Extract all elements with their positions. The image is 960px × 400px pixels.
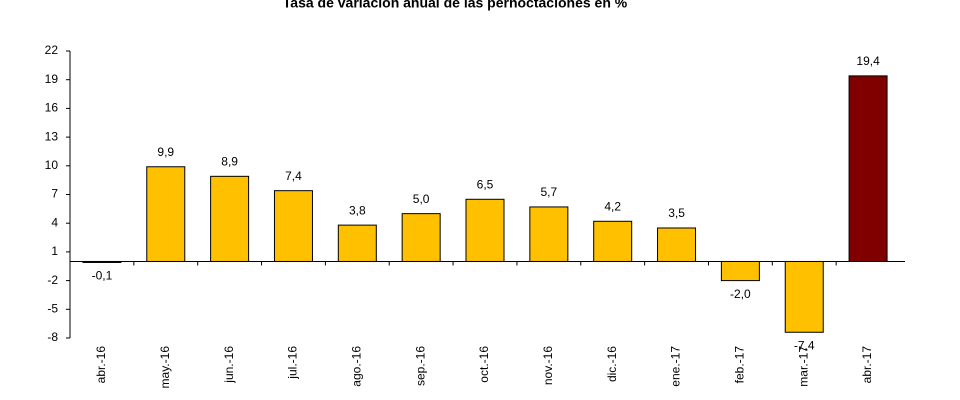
x-tick-label: sep.-16	[413, 346, 427, 386]
x-tick-label: mar.-17	[796, 346, 810, 387]
bar	[593, 220, 633, 262]
x-tick-label: may.-16	[158, 346, 172, 389]
value-label: -7,4	[794, 338, 815, 352]
x-tick-label: jul.-16	[286, 346, 300, 380]
x-tick-label: dic.-16	[605, 346, 619, 382]
x-tick-label: abr.-17	[860, 346, 874, 384]
x-tick-label: oct.-16	[477, 346, 491, 383]
bar	[465, 198, 505, 262]
y-tick-label: 13	[45, 129, 59, 143]
value-label: 3,8	[349, 203, 366, 217]
y-tick-label: 19	[45, 72, 59, 86]
x-tick-label: feb.-17	[733, 346, 747, 384]
bar	[529, 206, 569, 262]
bar	[848, 75, 888, 262]
bar	[657, 227, 697, 262]
value-label: 19,4	[856, 54, 880, 68]
chart-title: Tasa de variación anual de las pernoctac…	[283, 0, 628, 11]
value-label: 8,9	[221, 154, 238, 168]
value-label: 5,0	[413, 192, 430, 206]
y-tick-label: 22	[45, 43, 59, 57]
x-tick-label: ene.-17	[669, 346, 683, 387]
value-label: 7,4	[285, 169, 302, 183]
bar	[401, 213, 441, 262]
y-tick-label: -5	[47, 301, 58, 315]
bar	[337, 224, 377, 262]
value-label: 5,7	[541, 185, 558, 199]
bar	[720, 260, 760, 282]
value-label: 9,9	[157, 145, 174, 159]
x-tick-label: abr.-16	[94, 346, 108, 384]
bar	[273, 190, 313, 262]
bar	[210, 175, 250, 262]
value-label: -2,0	[730, 287, 751, 301]
x-tick-label: jun.-16	[222, 346, 236, 384]
value-label: 4,2	[604, 199, 621, 213]
y-tick-label: 10	[45, 158, 59, 172]
value-label: 6,5	[477, 177, 494, 191]
bar	[784, 260, 824, 333]
value-label: -0,1	[92, 269, 113, 283]
bar	[146, 166, 186, 262]
y-tick-label: -2	[47, 273, 58, 287]
y-tick-label: 16	[45, 101, 59, 115]
y-tick-label: 1	[51, 244, 58, 258]
x-tick-label: nov.-16	[541, 346, 555, 385]
x-tick-label: ago.-16	[349, 346, 363, 387]
y-tick-label: 4	[51, 215, 58, 229]
value-label: 3,5	[668, 206, 685, 220]
bar	[82, 260, 122, 263]
y-tick-label: -8	[47, 330, 58, 344]
y-tick-label: 7	[51, 187, 58, 201]
